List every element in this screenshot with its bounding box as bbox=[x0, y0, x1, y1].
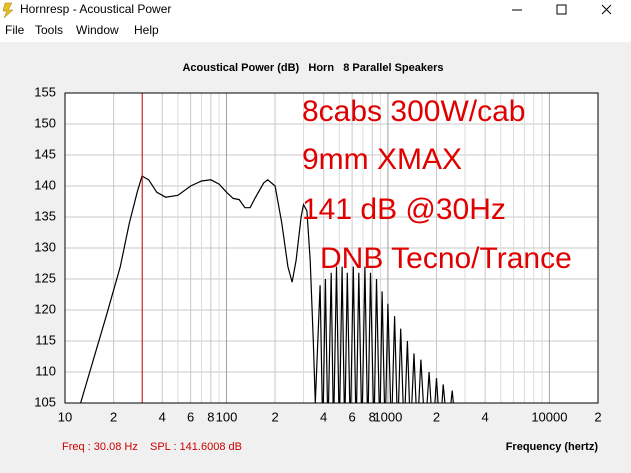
chart-title: Acoustical Power (dB) Horn 8 Parallel Sp… bbox=[182, 62, 443, 74]
response-curve bbox=[80, 175, 454, 403]
x-tick-label: 8 bbox=[207, 409, 214, 424]
x-tick-label: 4 bbox=[159, 409, 166, 424]
y-tick-label: 125 bbox=[34, 270, 56, 285]
menu-bar bbox=[0, 20, 631, 42]
x-tick-label: 10 bbox=[58, 409, 72, 424]
annotation: 8cabs 300W/cab bbox=[302, 95, 525, 128]
annotation: 141 dB @30Hz bbox=[302, 193, 506, 226]
x-axis-label: Frequency (hertz) bbox=[506, 441, 599, 453]
y-tick-label: 110 bbox=[35, 363, 56, 378]
x-tick-label: 10000 bbox=[531, 409, 567, 424]
x-tick-label: 2 bbox=[594, 409, 601, 424]
y-tick-label: 115 bbox=[35, 332, 56, 347]
menu-item[interactable]: Tools bbox=[35, 23, 63, 37]
plot-border bbox=[64, 92, 599, 404]
annotation: DNB Tecno/Trance bbox=[320, 242, 572, 275]
close-button[interactable] bbox=[601, 4, 612, 15]
y-tick-label: 135 bbox=[34, 208, 56, 223]
app-icon bbox=[2, 2, 14, 19]
y-tick-label: 120 bbox=[34, 301, 56, 316]
x-tick-label: 6 bbox=[187, 409, 194, 424]
x-tick-label: 4 bbox=[482, 409, 489, 424]
annotation: 9mm XMAX bbox=[302, 143, 462, 176]
x-tick-label: 2 bbox=[433, 409, 440, 424]
y-tick-label: 140 bbox=[34, 177, 56, 192]
title-bar bbox=[0, 0, 631, 20]
x-tick-label: 100 bbox=[216, 409, 238, 424]
y-tick-label: 105 bbox=[34, 394, 56, 409]
menu-item[interactable]: File bbox=[5, 23, 25, 37]
x-tick-label: 8 bbox=[369, 409, 376, 424]
x-tick-label: 6 bbox=[348, 409, 355, 424]
menu-item[interactable]: Window bbox=[76, 23, 119, 37]
x-tick-label: 1000 bbox=[373, 409, 402, 424]
y-tick-label: 145 bbox=[34, 146, 56, 161]
window-title: Hornresp - Acoustical Power bbox=[20, 2, 171, 16]
y-tick-label: 150 bbox=[34, 115, 56, 130]
y-tick-label: 130 bbox=[34, 239, 56, 254]
x-tick-label: 2 bbox=[271, 409, 278, 424]
maximize-button[interactable] bbox=[556, 4, 567, 15]
x-tick-label: 4 bbox=[320, 409, 327, 424]
menu-item[interactable]: Help bbox=[134, 23, 159, 37]
x-tick-label: 2 bbox=[110, 409, 117, 424]
readout: Freq : 30.08 Hz bbox=[62, 441, 138, 453]
readout: SPL : 141.6008 dB bbox=[150, 441, 242, 453]
y-tick-label: 155 bbox=[34, 84, 56, 99]
